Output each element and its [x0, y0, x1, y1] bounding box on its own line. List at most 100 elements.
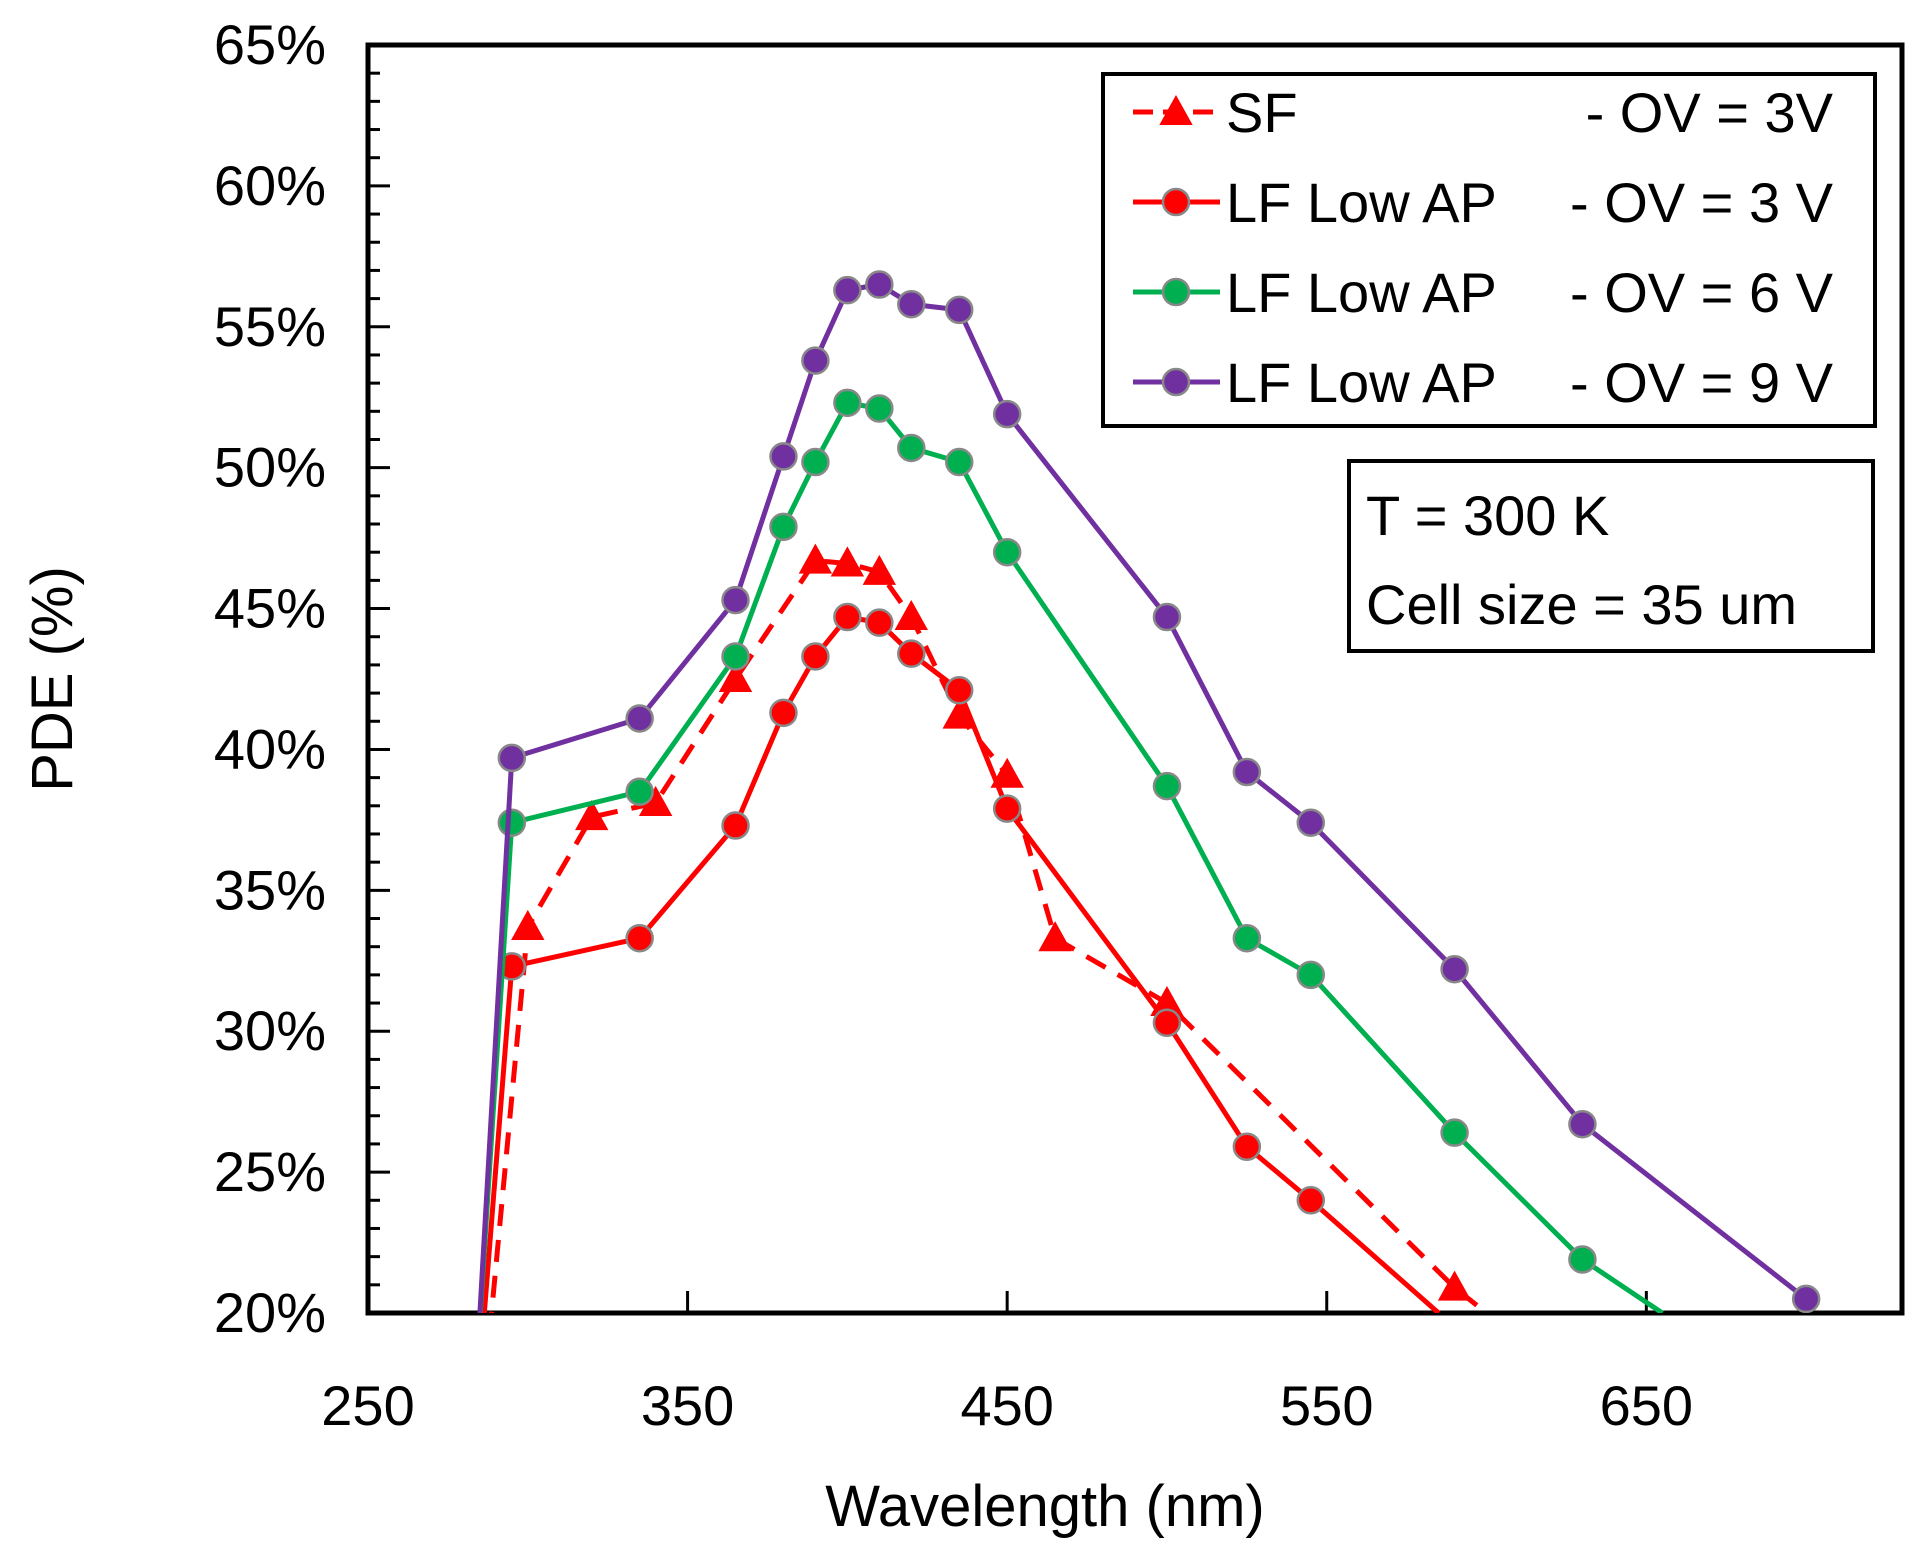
data-point	[1232, 757, 1262, 787]
data-point	[897, 639, 926, 668]
data-point	[944, 447, 974, 477]
series-line	[477, 282, 1808, 1313]
data-point	[992, 794, 1022, 823]
x-axis-title: Wavelength (nm)	[825, 1474, 1264, 1539]
x-tick-labels: 250 350 450 550 650	[321, 1374, 1693, 1437]
data-point	[865, 270, 894, 299]
data-point	[1232, 923, 1262, 953]
data-point	[1038, 921, 1072, 952]
data-point	[1152, 1008, 1182, 1038]
data-point	[497, 808, 527, 837]
legend-marker	[1159, 94, 1193, 125]
data-point	[721, 811, 750, 840]
legend-label: LF Low AP	[1226, 171, 1497, 234]
data-point	[833, 275, 862, 305]
annotation-temperature: T = 300 K	[1366, 484, 1609, 547]
legend-label: SF	[1226, 81, 1298, 144]
legend-box	[1101, 72, 1877, 428]
data-point	[1296, 960, 1326, 990]
y-tick-label: 40%	[214, 717, 326, 780]
x-tick-label: 450	[960, 1374, 1053, 1437]
plot-frame	[365, 42, 1905, 1316]
data-point	[718, 661, 753, 692]
data-point	[992, 399, 1022, 429]
series-4	[477, 270, 1821, 1313]
data-point	[990, 757, 1024, 788]
data-point	[894, 599, 928, 631]
data-point	[865, 394, 894, 423]
data-point	[1296, 1186, 1326, 1215]
legend-condition: - OV = 3 V	[1570, 171, 1834, 234]
data-point	[1437, 1270, 1472, 1301]
series-line	[489, 558, 1489, 1313]
data-point	[721, 585, 750, 615]
data-point	[625, 704, 654, 733]
annotation-cell-size: Cell size = 35 um	[1366, 573, 1797, 636]
legend-marker	[1161, 277, 1191, 307]
legend-entry: LF Low AP - OV = 6 V	[1133, 261, 1834, 324]
data-point	[897, 289, 926, 319]
legend-entry: SF - OV = 3V	[1133, 81, 1834, 144]
annotation: T = 300 K Cell size = 35 um	[1347, 459, 1875, 653]
data-point	[944, 295, 974, 325]
data-point	[769, 442, 798, 471]
legend-entries: SF - OV = 3V LF Low AP - OV = 3 V LF Low AP -…	[1133, 81, 1834, 414]
annotation-box	[1347, 459, 1875, 653]
data-point	[1152, 602, 1182, 632]
legend-condition: - OV = 6 V	[1570, 261, 1834, 324]
y-tick-label: 20%	[214, 1281, 326, 1344]
data-point	[511, 909, 545, 940]
series-line	[481, 614, 1441, 1313]
data-point	[575, 800, 609, 831]
series-2	[481, 602, 1441, 1313]
data-point	[798, 543, 833, 574]
legend-entry: LF Low AP - OV = 3 V	[1133, 171, 1834, 234]
y-tick-label: 50%	[214, 436, 326, 499]
data-point	[862, 554, 897, 585]
data-point	[769, 698, 798, 728]
y-axis-title: PDE (%)	[20, 566, 85, 792]
y-tick-label: 45%	[214, 577, 326, 640]
data-point	[1791, 1284, 1821, 1313]
series-1	[489, 543, 1489, 1313]
data-point	[1440, 954, 1469, 984]
data-point	[897, 433, 926, 463]
x-tick-label: 250	[321, 1374, 414, 1437]
series-layer	[477, 270, 1821, 1313]
y-tick-label: 35%	[214, 858, 326, 921]
y-minor-ticks	[368, 43, 390, 1315]
data-point	[769, 512, 798, 542]
data-point	[833, 602, 862, 632]
legend-entry: LF Low AP - OV = 9 V	[1133, 351, 1834, 414]
legend-marker	[1161, 367, 1191, 397]
data-point	[1152, 771, 1182, 801]
series-3	[477, 388, 1664, 1313]
data-point	[833, 388, 862, 418]
data-point	[1232, 1132, 1262, 1162]
y-tick-label: 60%	[214, 154, 326, 217]
legend-marker	[1161, 187, 1191, 217]
y-tick-label: 30%	[214, 999, 326, 1062]
legend-condition: - OV = 3V	[1586, 81, 1834, 144]
y-tick-label: 65%	[214, 13, 326, 76]
data-point	[625, 777, 654, 806]
x-tick-label: 550	[1280, 1374, 1373, 1437]
x-tick-label: 650	[1600, 1374, 1693, 1437]
data-point	[865, 608, 894, 637]
data-point	[801, 346, 830, 375]
data-point	[625, 923, 654, 953]
data-point	[801, 447, 830, 477]
data-point	[1568, 1109, 1597, 1139]
legend-label: LF Low AP	[1226, 261, 1497, 324]
x-tick-label: 350	[641, 1374, 734, 1437]
y-tick-label: 25%	[214, 1140, 326, 1203]
data-point	[1440, 1118, 1469, 1147]
data-point	[1296, 808, 1326, 837]
data-point	[944, 676, 974, 705]
legend: SF - OV = 3V LF Low AP - OV = 3 V LF Low AP -…	[1101, 72, 1877, 428]
y-tick-labels: 20% 25% 30% 35% 40% 45% 50% 55% 60% 65%	[214, 13, 326, 1344]
data-point	[830, 546, 865, 577]
legend-condition: - OV = 9 V	[1570, 351, 1834, 414]
y-tick-label: 55%	[214, 295, 326, 358]
